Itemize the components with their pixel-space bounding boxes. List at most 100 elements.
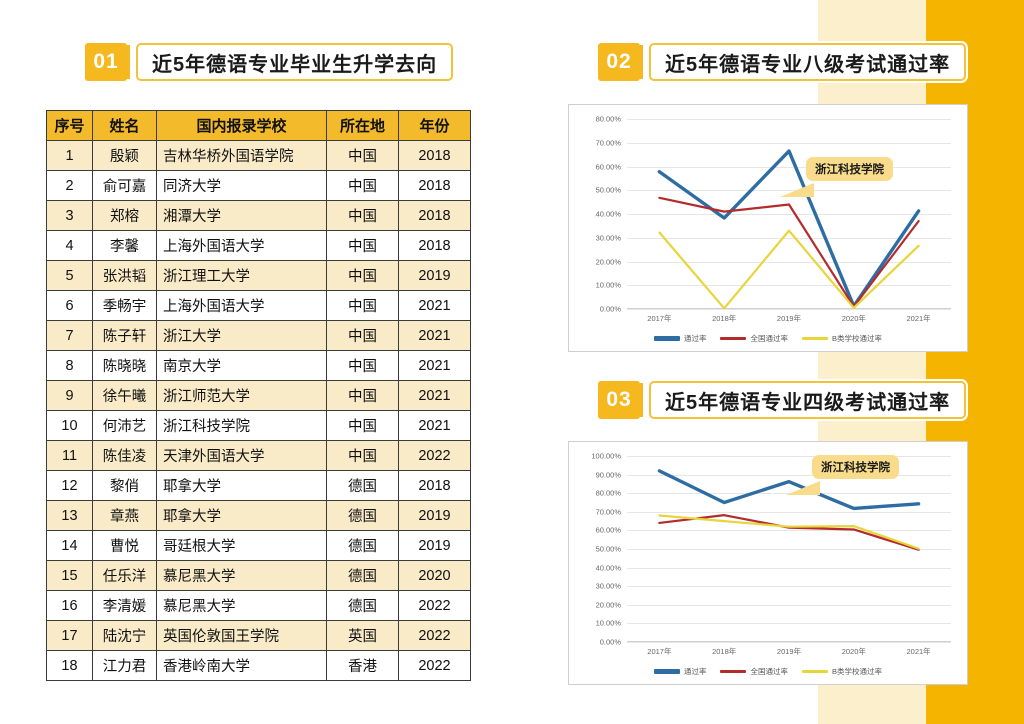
section-title-02: 近5年德语专业八级考试通过率 [649,43,967,81]
table-cell: 中国 [326,290,399,321]
table-cell: 4 [46,230,93,261]
table-cell: 8 [46,350,93,381]
legend-swatch [720,337,747,340]
y-axis-labels-level4: 0.00% 10.00% 20.00% 30.00% 40.00% 50.00% 60.00… [575,452,625,647]
y-tick-label: 40.00% [595,209,621,219]
table-column-header: 所在地 [326,110,399,141]
plot-area-level8 [627,119,951,309]
y-tick-label: 20.00% [595,600,621,610]
x-tick-label: 2019年 [776,314,802,323]
chart-inner-level8: 0.00% 10.00% 20.00% 30.00% 40.00% 50.00% 60.00… [575,111,961,345]
y-tick-label: 40.00% [595,563,621,573]
table-cell: 2022 [398,620,471,651]
table-cell: 中国 [326,140,399,171]
x-tick-label: 2017年 [647,314,672,323]
gridline [627,214,951,215]
table-cell: 江力君 [92,650,157,681]
gridline [627,190,951,192]
y-tick-label: 80.00% [595,114,621,124]
x-tick-label: 2018年 [712,314,737,323]
table-cell: 吉林华桥外国语学院 [156,140,327,171]
table-cell: 2018 [398,200,471,231]
y-tick-label: 60.00% [595,525,621,535]
legend-item: B类学校通过率 [801,666,882,677]
callout-level8: 浙江科技学院 [806,157,893,181]
series-line [659,515,918,550]
legend-swatch [653,669,680,674]
table-cell: 2019 [398,500,471,531]
gridline [627,549,951,550]
table-row: 3 郑榕 湘潭大学 中国 2018 [46,200,471,231]
table-cell: 2021 [398,320,471,351]
table-cell: 6 [46,290,93,321]
legend-swatch [801,337,828,340]
plot-area-level4 [627,456,951,643]
table-cell: 张洪韬 [92,260,157,291]
gridline [627,474,951,476]
table-cell: 同济大学 [156,170,327,201]
table-cell: 2021 [398,380,471,411]
table-cell: 中国 [326,200,399,231]
table-cell: 英国伦敦国王学院 [156,620,327,651]
gridline [627,511,951,513]
table-cell: 殷颖 [92,140,157,171]
table-cell: 陈佳凌 [92,440,157,471]
table-cell: 2 [46,170,93,201]
table-cell: 2018 [398,470,471,501]
section-title-01: 近5年德语专业毕业生升学去向 [136,43,454,81]
legend-label: 全国通过率 [750,334,788,343]
gridline [627,567,951,569]
table-cell: 1 [46,140,93,171]
legend-level4: 通过率 全国通过率 B类学校通过率 [575,666,961,677]
x-axis-line [627,308,951,309]
section-header-02: 02 近5年德语专业八级考试通过率 [598,43,967,81]
table-header-row: 序号 姓名 国内报录学校 所在地 年份 [46,110,471,141]
x-tick-label: 2021年 [906,314,931,323]
table-cell: 12 [46,470,93,501]
table-cell: 季畅宇 [92,290,157,321]
section-number-badge-03: 03 [598,381,643,419]
table-cell: 13 [46,500,93,531]
series-line [659,231,918,309]
table-cell: 2019 [398,530,471,561]
table-row: 16 李清媛 慕尼黑大学 德国 2022 [46,590,471,621]
table-cell: 2021 [398,350,471,381]
table-row: 1 殷颖 吉林华桥外国语学院 中国 2018 [46,140,471,171]
table-column-header: 姓名 [92,110,157,141]
x-tick-label: 2019年 [776,647,802,656]
table-cell: 上海外国语大学 [156,230,327,261]
table-cell: 浙江大学 [156,320,327,351]
table-cell: 17 [46,620,93,651]
section-number-badge-02: 02 [598,43,643,81]
table-cell: 郑榕 [92,200,157,231]
table-row: 15 任乐洋 慕尼黑大学 德国 2020 [46,560,471,591]
table-row: 4 李馨 上海外国语大学 中国 2018 [46,230,471,261]
chart-card-level4: 0.00% 10.00% 20.00% 30.00% 40.00% 50.00% 60.00… [568,441,968,685]
table-cell: 10 [46,410,93,441]
callout-level4: 浙江科技学院 [812,455,899,479]
table-cell: 陈晓晓 [92,350,157,381]
series-line [659,151,918,306]
table-row: 17 陆沈宁 英国伦敦国王学院 英国 2022 [46,620,471,651]
gridline [627,119,951,120]
table-head: 序号 姓名 国内报录学校 所在地 年份 [46,110,471,141]
table-cell: 11 [46,440,93,471]
graduates-table: 序号 姓名 国内报录学校 所在地 年份 1 殷颖 吉林华桥外国语学院 中国 2018 2 俞可嘉 同济… [46,110,471,681]
table-cell: 浙江理工大学 [156,260,327,291]
table-column-header: 国内报录学校 [156,110,327,141]
table-cell: 9 [46,380,93,411]
x-axis-labels-level8: 2017年 2018年 2019年 2020年 2021年 [627,313,951,327]
table-cell: 2018 [398,140,471,171]
y-tick-label: 0.00% [599,304,621,314]
y-tick-label: 70.00% [595,138,621,148]
legend-label: 通过率 [683,667,707,676]
table-cell: 慕尼黑大学 [156,560,327,591]
table-cell: 章燕 [92,500,157,531]
gridline [627,166,951,168]
table-cell: 中国 [326,230,399,261]
series-layer [627,456,951,642]
y-tick-label: 10.00% [595,280,621,290]
table-cell: 中国 [326,410,399,441]
table-cell: 慕尼黑大学 [156,590,327,621]
table-row: 9 徐午曦 浙江师范大学 中国 2021 [46,380,471,411]
